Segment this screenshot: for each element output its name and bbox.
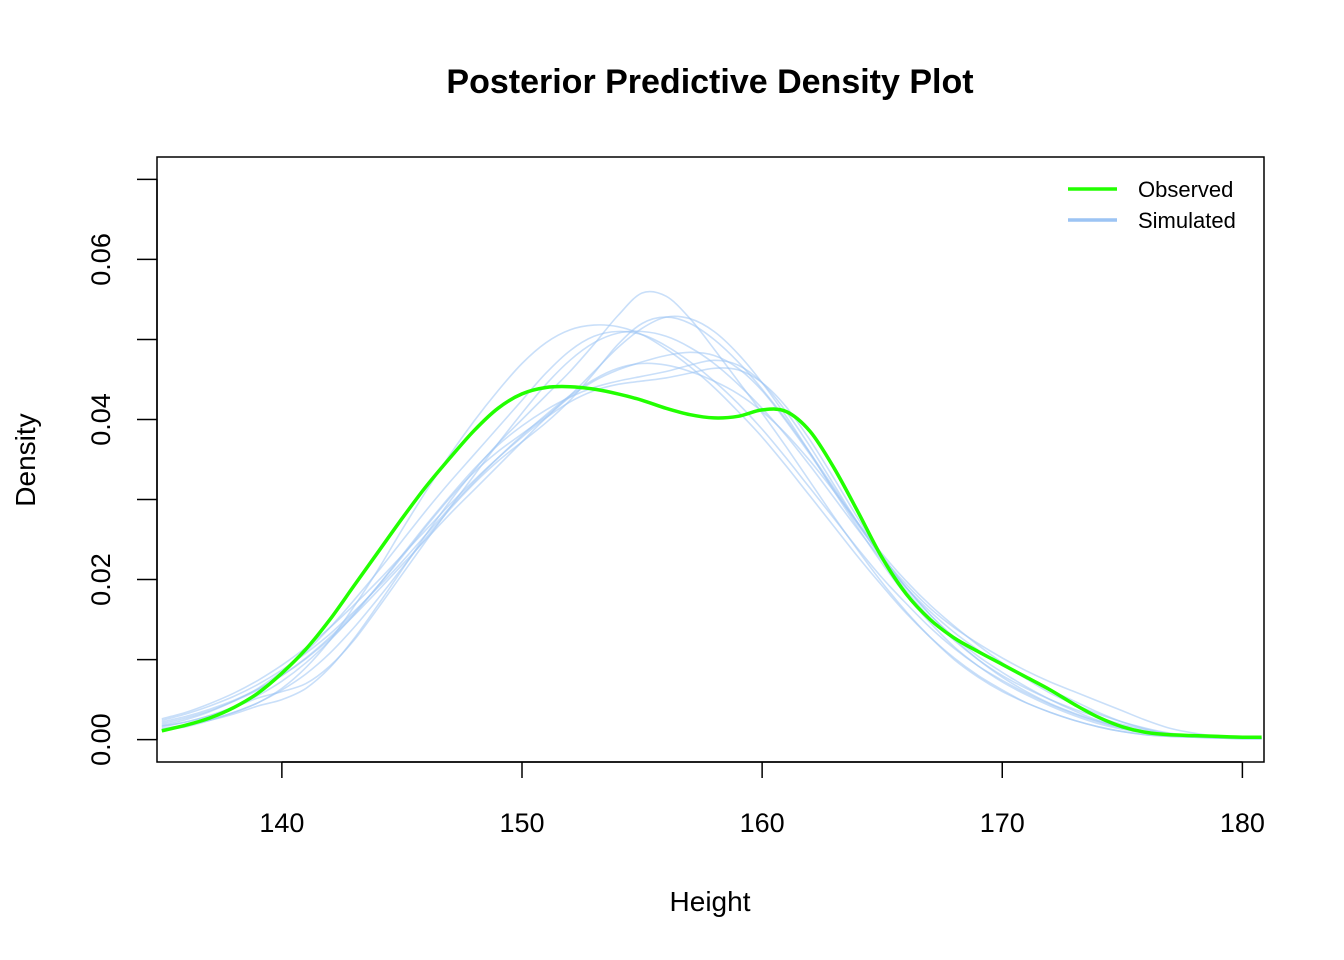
simulated-line-10 [161, 330, 1262, 740]
y-tick-label-0.04: 0.04 [86, 393, 116, 446]
legend-label-observed: Observed [1138, 177, 1233, 202]
y-tick-label-0.06: 0.06 [86, 233, 116, 286]
x-axis: 140 150 160 170 180 [259, 761, 1265, 838]
observed-series-group [161, 384, 1262, 739]
y-axis: 0.00 0.02 0.04 0.06 [86, 178, 158, 766]
legend: Observed Simulated [1068, 177, 1236, 233]
simulated-line-2 [161, 324, 1262, 739]
x-tick-label-140: 140 [259, 808, 304, 838]
y-tick-label-0.02: 0.02 [86, 553, 116, 606]
x-tick-label-160: 160 [740, 808, 785, 838]
simulated-line-1 [161, 330, 1262, 739]
simulated-line-8 [161, 316, 1262, 739]
observed-line [161, 384, 1262, 739]
x-axis-label: Height [670, 886, 751, 917]
simulated-line-3 [161, 290, 1262, 739]
y-axis-label: Density [10, 413, 41, 506]
x-tick-label-180: 180 [1220, 808, 1265, 838]
legend-label-simulated: Simulated [1138, 208, 1236, 233]
simulated-line-4 [161, 315, 1262, 739]
simulated-line-6 [161, 367, 1262, 739]
simulated-series-group [161, 290, 1262, 740]
x-tick-label-150: 150 [499, 808, 544, 838]
x-tick-label-170: 170 [980, 808, 1025, 838]
simulated-line-7 [161, 351, 1262, 740]
y-tick-label-0.00: 0.00 [86, 713, 116, 766]
chart-title: Posterior Predictive Density Plot [446, 63, 973, 101]
